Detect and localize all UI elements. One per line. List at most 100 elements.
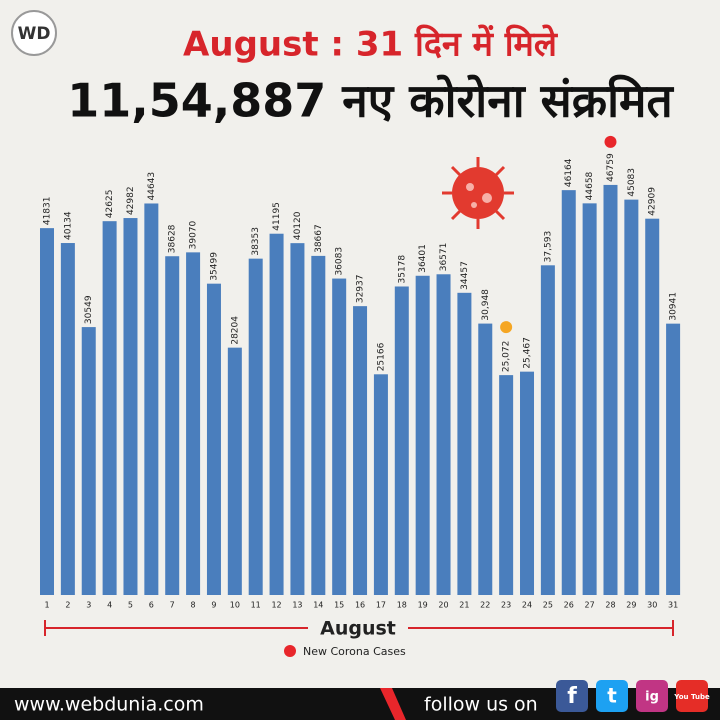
x-tick-label: 30: [647, 601, 657, 610]
chart-subtitle: 11,54,887 नए कोरोना संक्रमित: [67, 74, 674, 128]
x-tick-label: 1: [44, 601, 49, 610]
x-tick-label: 3: [86, 601, 91, 610]
x-tick-label: 6: [149, 601, 154, 610]
x-tick-label: 14: [313, 601, 323, 610]
bar: [499, 375, 514, 595]
value-label: 41195: [272, 202, 282, 231]
x-tick-label: 9: [211, 601, 216, 610]
value-label: 32937: [356, 275, 366, 304]
bar: [123, 218, 138, 596]
value-label: 35499: [209, 252, 219, 281]
icon-label: f: [567, 684, 577, 709]
axis-label-bg: [308, 616, 408, 640]
value-label: 25166: [376, 342, 386, 371]
value-label: 28204: [230, 316, 240, 345]
bar: [520, 371, 535, 595]
value-label: 30549: [84, 295, 94, 324]
value-label: 42982: [126, 186, 136, 215]
bar: [102, 221, 117, 595]
twitter-icon[interactable]: [596, 680, 628, 712]
value-label: 38667: [314, 224, 324, 253]
x-tick-label: 21: [459, 601, 469, 610]
x-tick-label: 28: [605, 601, 615, 610]
min-marker: [500, 321, 513, 334]
value-label: 34457: [460, 261, 470, 290]
facebook-icon[interactable]: [556, 680, 588, 712]
bar: [81, 327, 96, 595]
x-tick-label: 10: [230, 601, 240, 610]
max-marker: [604, 135, 617, 148]
bar: [666, 323, 681, 595]
bar: [478, 323, 493, 595]
value-label: 36571: [439, 243, 449, 272]
youtube-icon[interactable]: [676, 680, 708, 712]
bar: [624, 199, 639, 596]
value-label: 39070: [189, 220, 199, 249]
bar: [582, 203, 597, 595]
x-tick-label: 31: [668, 601, 678, 610]
x-tick-label: 4: [107, 601, 112, 610]
value-label: 25,467: [523, 337, 533, 369]
value-label: 25,072: [502, 341, 512, 373]
icon-label: You Tube: [673, 693, 710, 701]
x-axis-label: August: [320, 618, 396, 640]
x-tick-label: 16: [355, 601, 365, 610]
x-tick-label: 5: [128, 601, 133, 610]
bar: [540, 265, 555, 595]
x-tick-label: 22: [480, 601, 490, 610]
legend-label: New Corona Cases: [303, 645, 406, 658]
bar: [165, 256, 180, 595]
value-label: 38353: [251, 227, 261, 256]
bar: [206, 283, 221, 595]
bar: [248, 258, 263, 595]
bar: [60, 243, 75, 595]
x-tick-label: 7: [170, 601, 175, 610]
value-label: 46164: [564, 158, 574, 187]
value-label: 40134: [63, 211, 73, 240]
x-tick-label: 18: [397, 601, 407, 610]
value-label: 37,593: [543, 231, 553, 263]
legend-marker: [284, 645, 296, 657]
follow-text: follow us on: [424, 694, 538, 716]
website[interactable]: www.webdunia.com: [14, 694, 204, 716]
x-tick-label: 27: [585, 601, 595, 610]
value-label: 35178: [397, 255, 407, 284]
x-tick-label: 15: [334, 601, 344, 610]
value-label: 40120: [293, 211, 303, 240]
chart-title: August : 31 दिन में मिले: [183, 24, 559, 65]
logo-circle: [11, 10, 57, 56]
value-label: 42909: [648, 187, 658, 216]
bar: [290, 243, 305, 596]
value-label: 41831: [43, 197, 53, 226]
value-label: 46759: [606, 153, 616, 182]
value-label: 44658: [585, 171, 595, 200]
icon-label: t: [607, 684, 617, 708]
x-tick-label: 12: [271, 601, 281, 610]
instagram-icon[interactable]: [636, 680, 668, 712]
value-label: 36401: [418, 244, 428, 273]
value-label: 36083: [335, 247, 345, 276]
bar: [394, 286, 409, 595]
x-tick-label: 26: [564, 601, 574, 610]
x-tick-label: 20: [438, 601, 448, 610]
bar: [457, 292, 472, 595]
x-tick-label: 8: [191, 601, 196, 610]
value-label: 42625: [105, 190, 115, 219]
x-tick-label: 19: [418, 601, 428, 610]
value-label: 44643: [147, 172, 157, 201]
x-tick-label: 11: [251, 601, 261, 610]
bar: [415, 275, 430, 595]
bar: [561, 190, 576, 595]
bar: [332, 278, 347, 595]
bar: [373, 374, 388, 595]
virus-icon: [442, 157, 514, 229]
value-label: 38628: [168, 224, 178, 253]
bar: [353, 306, 368, 595]
x-tick-label: 25: [543, 601, 553, 610]
x-tick-label: 23: [501, 601, 511, 610]
x-tick-label: 17: [376, 601, 386, 610]
bar: [40, 228, 54, 595]
bar: [227, 347, 242, 595]
value-label: 30,948: [481, 289, 491, 321]
